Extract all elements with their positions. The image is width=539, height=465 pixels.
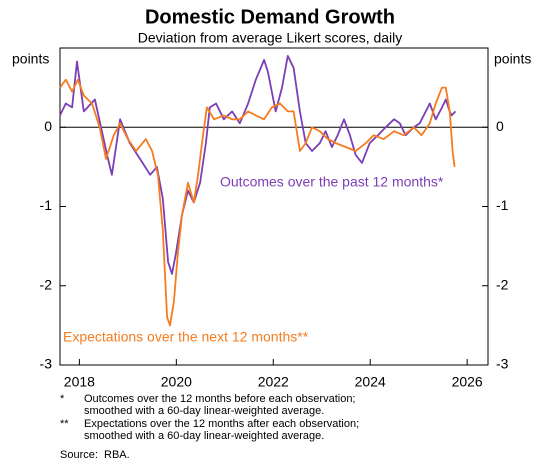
footnote-text: Outcomes over the 12 months before each … [84,393,356,417]
footnote-marker: ** [60,418,69,430]
x-tick-label: 2026 [452,374,483,390]
y2-tick-label: -2 [496,276,509,292]
series-label: Outcomes over the past 12 months* [220,174,444,190]
line-series [59,78,456,327]
y2-tick-label: 0 [496,118,504,134]
footnote: * Outcomes over the 12 months before each… [60,393,390,417]
footnote-text: Expectations over the 12 months after ea… [84,418,360,442]
line-series [59,55,457,275]
y2-tick-label: -1 [496,197,509,213]
y2-axis-label: points [494,51,531,67]
y-axis-label: points [12,51,49,67]
chart-title: Domestic Demand Growth [145,6,395,28]
x-tick-label: 2022 [258,374,289,390]
y-tick-label: -3 [40,356,53,372]
x-tick-label: 2020 [161,374,192,390]
y-tick-label: 0 [44,118,52,134]
footnote-marker: * [60,393,65,405]
chart-subtitle: Deviation from average Likert scores, da… [138,30,403,46]
x-tick-label: 2024 [355,374,386,390]
x-tick-label: 2018 [64,374,95,390]
y-tick-label: -1 [40,197,53,213]
footnotes: * Outcomes over the 12 months before each… [60,393,390,443]
source: Source: RBA. [60,449,130,461]
series-label: Expectations over the next 12 months** [63,329,309,345]
chart: Domestic Demand Growth Deviation from av… [12,6,531,390]
y-tick-label: -2 [40,276,53,292]
footnote: ** Expectations over the 12 months after … [60,418,390,442]
y2-tick-label: -3 [496,356,509,372]
plot-frame [59,47,489,366]
